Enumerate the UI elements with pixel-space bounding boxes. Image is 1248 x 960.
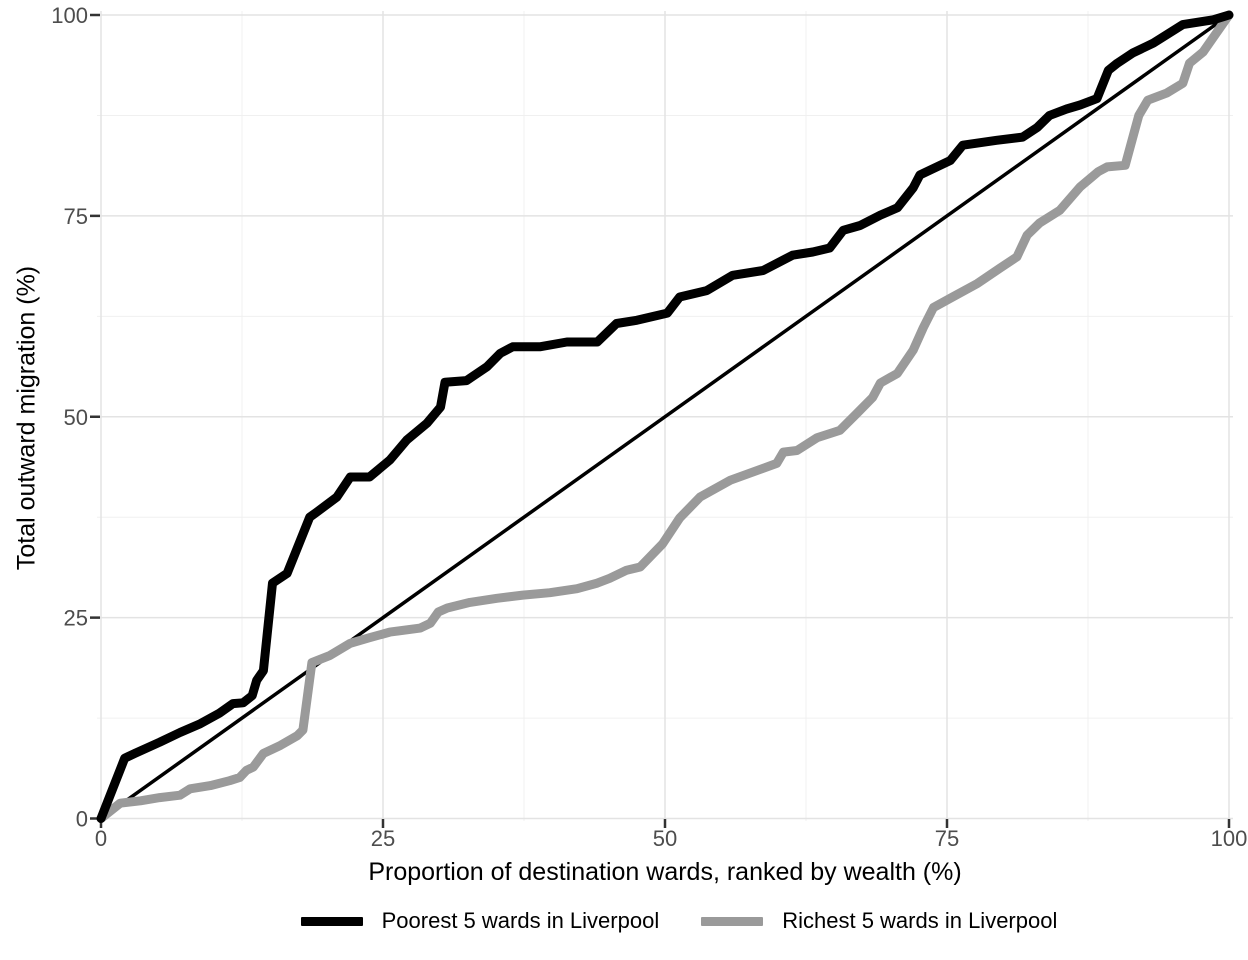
legend: Poorest 5 wards in Liverpool Richest 5 w… [110, 908, 1248, 934]
x-tick-label: 25 [371, 826, 395, 851]
y-tick-label: 25 [64, 606, 88, 631]
y-tick-label: 50 [64, 405, 88, 430]
equality-reference-line [99, 13, 1231, 820]
legend-item-poorest: Poorest 5 wards in Liverpool [300, 908, 660, 934]
legend-label-richest: Richest 5 wards in Liverpool [782, 908, 1058, 933]
y-axis-title: Total outward migration (%) [12, 265, 41, 571]
legend-swatch-richest-line [701, 916, 764, 926]
legend-swatch-poorest-line [300, 916, 363, 926]
x-tick-label: 50 [653, 826, 677, 851]
legend-item-richest: Richest 5 wards in Liverpool [701, 908, 1057, 934]
y-tick-label: 75 [64, 204, 88, 229]
major-gridlines [97, 11, 1233, 821]
x-tick-label: 75 [935, 826, 959, 851]
y-tick-label: 100 [51, 3, 88, 28]
legend-label-poorest: Poorest 5 wards in Liverpool [381, 908, 660, 933]
series-line-poorest [96, 10, 1234, 823]
plot-series [96, 10, 1234, 823]
axis-tick-labels: 0 25 50 75 100 0 25 50 75 100 [51, 3, 1247, 851]
series-line-richest [96, 10, 1234, 823]
x-axis-title: Proportion of destination wards, ranked … [368, 858, 962, 886]
y-tick-label: 0 [76, 807, 88, 832]
x-tick-label: 100 [1211, 826, 1248, 851]
x-tick-label: 0 [95, 826, 107, 851]
